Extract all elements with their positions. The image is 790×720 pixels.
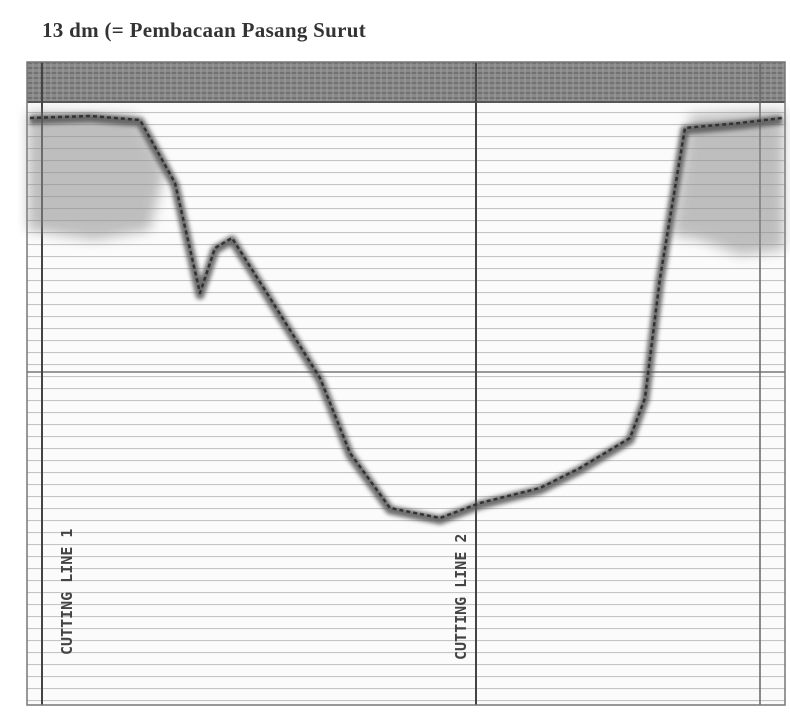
cutting-line-label: CUTTING LINE 1: [58, 529, 76, 655]
page: 13 dm (= Pembacaan Pasang Surut CUTTING …: [0, 0, 790, 720]
top-band: [27, 62, 785, 102]
echogram: CUTTING LINE 1 CUTTING LINE 2: [0, 0, 790, 720]
cutting-line-label: CUTTING LINE 2: [452, 534, 470, 660]
